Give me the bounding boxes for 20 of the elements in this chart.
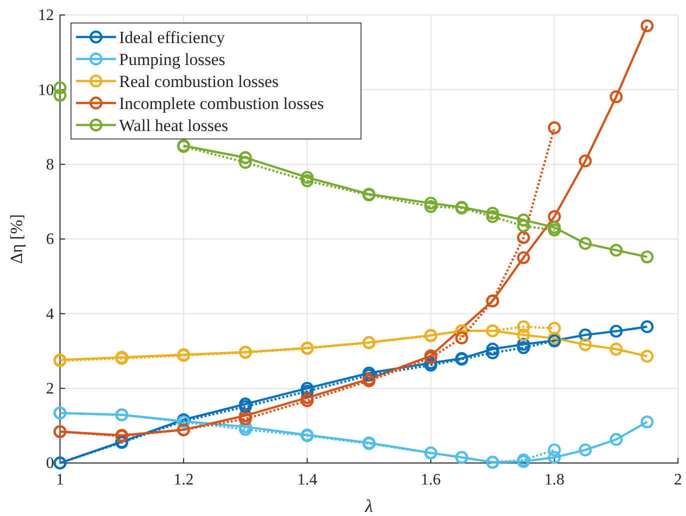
- x-axis-title: λ: [364, 496, 374, 516]
- x-tick-label: 1: [56, 471, 64, 488]
- x-tick-label: 1.4: [297, 471, 318, 488]
- y-tick-label: 10: [38, 82, 54, 99]
- y-tick-label: 2: [46, 380, 54, 398]
- legend-label: Incomplete combustion losses: [119, 94, 324, 113]
- y-tick-label: 6: [46, 231, 54, 248]
- legend-label: Ideal efficiency: [119, 28, 226, 47]
- y-tick-label: 12: [38, 7, 54, 24]
- legend-label: Real combustion losses: [119, 72, 279, 91]
- x-tick-label: 1.6: [420, 471, 441, 488]
- legend-label: Wall heat losses: [119, 116, 228, 135]
- x-tick-label: 2: [674, 471, 682, 488]
- x-tick-label: 1.8: [544, 471, 564, 488]
- y-tick-label: 4: [46, 306, 54, 323]
- legend-label: Pumping losses: [119, 50, 226, 69]
- x-tick-label: 1.2: [174, 471, 194, 488]
- y-tick-label: 8: [46, 156, 54, 174]
- y-tick-label: 0: [46, 455, 54, 472]
- y-axis-title: Δη [%]: [7, 214, 26, 264]
